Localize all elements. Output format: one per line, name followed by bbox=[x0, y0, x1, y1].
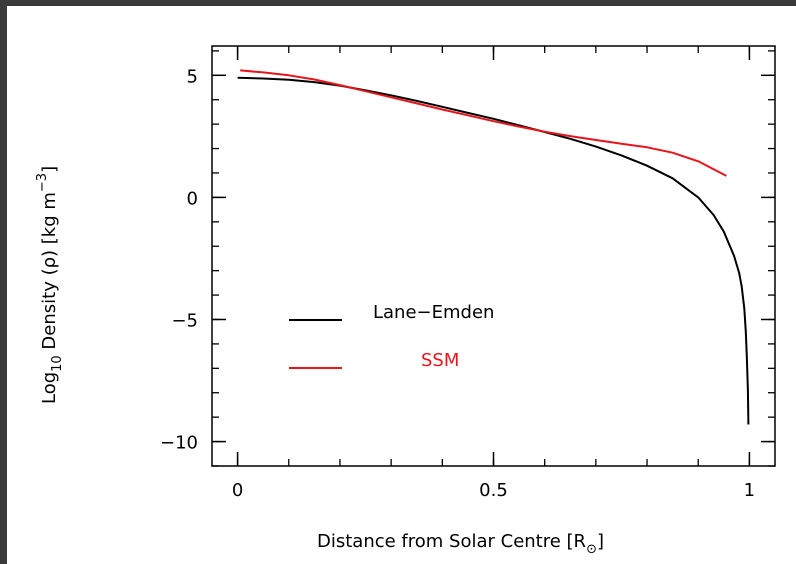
x-tick-label: 1 bbox=[744, 480, 755, 501]
legend-label-ssm: SSM bbox=[421, 350, 459, 371]
y-tick-label: 5 bbox=[187, 66, 198, 87]
series-line-ssm bbox=[240, 69, 727, 177]
series-lines bbox=[237, 69, 750, 425]
density-profile-chart: 0 0.5 1 5 0 −5 −10 Lane−Emden SSM Distance from… bbox=[35, 45, 776, 557]
axis-ticks bbox=[212, 46, 775, 467]
x-tick-label: 0.5 bbox=[479, 480, 508, 501]
y-tick-label: −10 bbox=[160, 433, 198, 454]
legend-label-lane-emden: Lane−Emden bbox=[373, 302, 494, 323]
axis-tick-labels: 0 0.5 1 5 0 −5 −10 bbox=[160, 66, 755, 501]
y-axis-title: Log10 Density (ρ) [kg m−3] bbox=[35, 166, 65, 404]
y-tick-label: 0 bbox=[187, 188, 198, 209]
plot-frame bbox=[211, 45, 776, 467]
x-tick-label: 0 bbox=[232, 480, 243, 501]
x-axis-title: Distance from Solar Centre [R⊙] bbox=[317, 531, 604, 557]
chart-frame: 0 0.5 1 5 0 −5 −10 Lane−Emden SSM Distance from… bbox=[7, 6, 796, 564]
series-line-lane-emden bbox=[237, 76, 750, 425]
legend: Lane−Emden SSM bbox=[289, 302, 494, 371]
y-tick-label: −5 bbox=[171, 310, 198, 331]
